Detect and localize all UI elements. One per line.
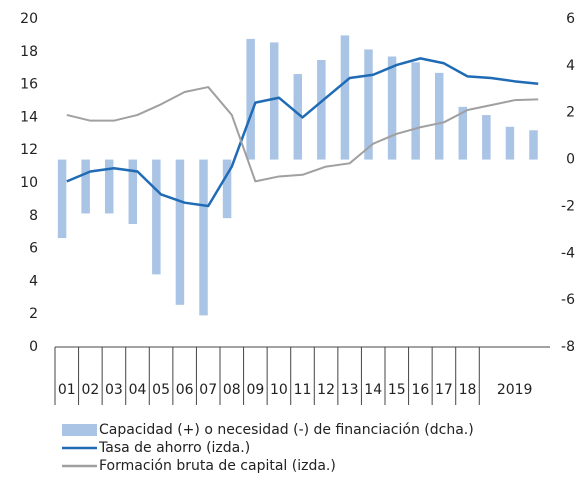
bar <box>482 115 491 160</box>
bar <box>411 62 420 160</box>
y-tick-label: 18 <box>20 44 38 60</box>
bar <box>175 159 185 305</box>
x-tick-label: 05 <box>152 382 170 398</box>
bar <box>364 49 373 160</box>
bar <box>293 74 303 160</box>
legend-label: Tasa de ahorro (izda.) <box>98 440 250 456</box>
x-tick-label: 15 <box>388 382 406 398</box>
y-tick-label: 6 <box>29 241 38 257</box>
bar <box>152 159 161 275</box>
y2-tick-label: -4 <box>561 245 575 261</box>
x-tick-label: 13 <box>341 382 359 398</box>
x-tick-label: 11 <box>294 382 312 398</box>
y-tick-label: 14 <box>20 109 38 125</box>
y-tick-label: 4 <box>29 273 38 289</box>
x-tick-label: 09 <box>246 382 264 398</box>
bar <box>317 60 326 160</box>
x-tick-label: 03 <box>105 382 123 398</box>
x-tick-label: 02 <box>81 382 99 398</box>
y-tick-label: 20 <box>20 11 38 27</box>
x-tick-label: 01 <box>58 382 76 398</box>
x-tick-label: 12 <box>317 382 335 398</box>
bar <box>340 35 350 160</box>
bar <box>246 38 255 160</box>
y-tick-label: 2 <box>29 306 38 322</box>
legend-swatch <box>62 424 97 436</box>
x-tick-label: 07 <box>199 382 217 398</box>
y2-tick-label: -8 <box>561 339 575 355</box>
y2-tick-label: 0 <box>566 152 575 168</box>
bar <box>505 126 515 160</box>
y-tick-label: 16 <box>20 77 38 93</box>
x-tick-label: 18 <box>459 382 477 398</box>
bar <box>269 42 279 160</box>
line <box>66 57 539 208</box>
bar <box>222 159 232 219</box>
x-tick-label: 06 <box>176 382 194 398</box>
x-tick-label: 17 <box>435 382 453 398</box>
bar <box>81 159 90 214</box>
bar <box>199 159 208 316</box>
x-tick-label: 14 <box>364 382 382 398</box>
x-tick-label: 16 <box>411 382 429 398</box>
line <box>66 86 539 183</box>
y-tick-label: 8 <box>29 208 38 224</box>
legend-label: Formación bruta de capital (izda.) <box>99 458 336 474</box>
x-tick-label: 08 <box>223 382 241 398</box>
x-tick-label: 04 <box>129 382 147 398</box>
y2-tick-label: 2 <box>566 105 575 121</box>
y2-tick-label: -6 <box>561 292 575 308</box>
y2-tick-label: 6 <box>566 11 575 27</box>
bar <box>529 130 538 160</box>
x-tick-label: 10 <box>270 382 288 398</box>
bar <box>458 106 468 160</box>
x-tick-label: 2019 <box>497 382 533 398</box>
bar <box>387 56 397 160</box>
y-tick-label: 0 <box>29 339 38 355</box>
y-tick-label: 10 <box>20 175 38 191</box>
y-tick-label: 12 <box>20 142 38 158</box>
bar <box>128 159 138 224</box>
legend-label: Capacidad (+) o necesidad (-) de financi… <box>99 422 474 438</box>
bar <box>434 72 444 160</box>
bar <box>57 159 67 239</box>
y2-tick-label: -2 <box>561 198 575 214</box>
y2-tick-label: 4 <box>566 58 575 74</box>
bar <box>104 159 114 214</box>
